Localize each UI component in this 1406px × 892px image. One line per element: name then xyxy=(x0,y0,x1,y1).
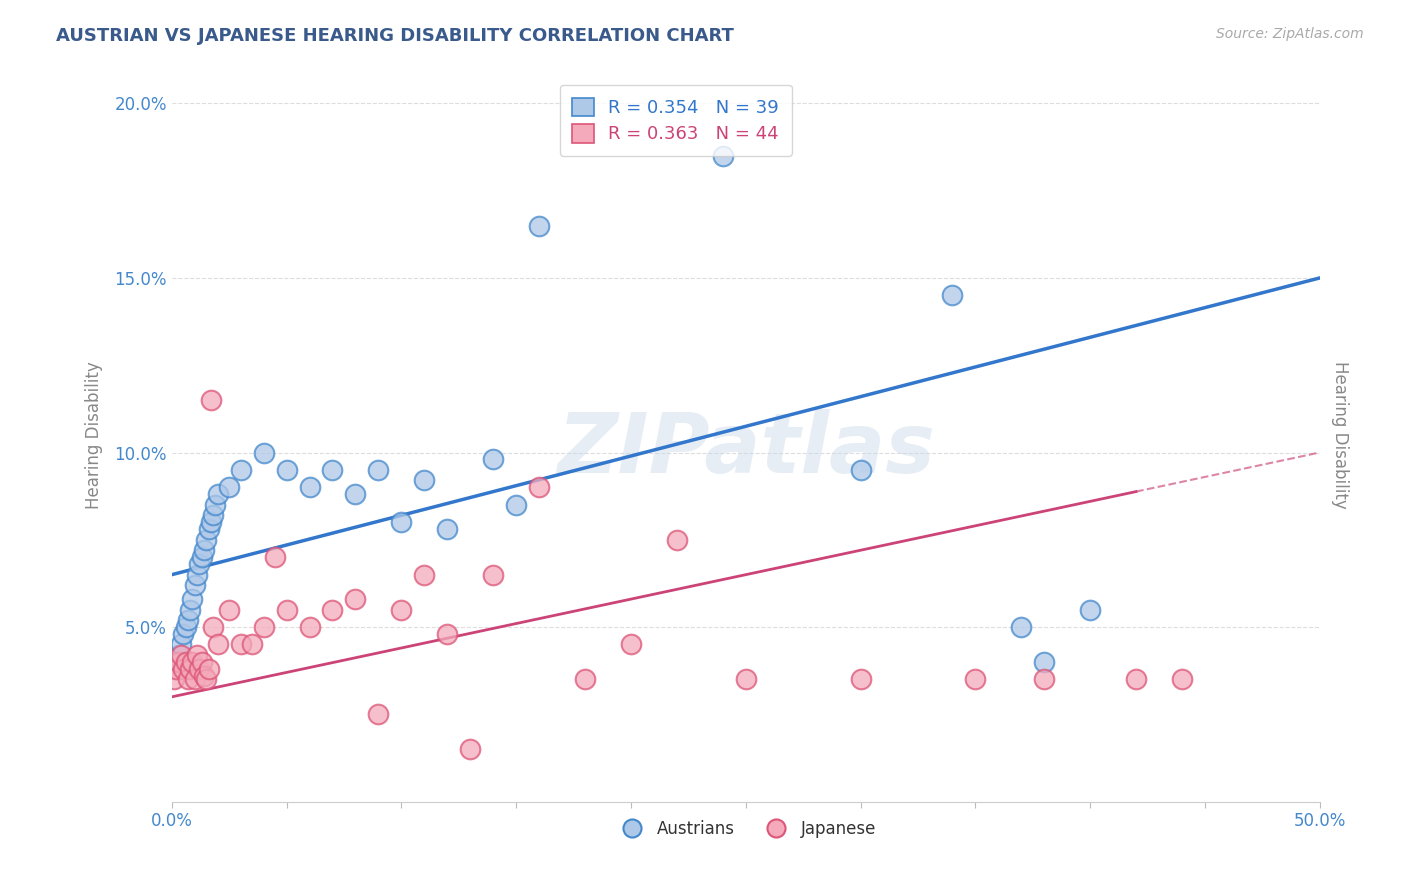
Point xyxy=(1171,673,1194,687)
Point xyxy=(252,445,274,459)
Point xyxy=(183,578,205,592)
Point xyxy=(344,487,367,501)
Point xyxy=(165,655,187,669)
Point xyxy=(207,487,229,501)
Point xyxy=(179,602,201,616)
Y-axis label: Hearing Disability: Hearing Disability xyxy=(86,361,103,509)
Text: Source: ZipAtlas.com: Source: ZipAtlas.com xyxy=(1216,27,1364,41)
Point xyxy=(367,463,389,477)
Text: ZIPatlas: ZIPatlas xyxy=(557,409,935,491)
Point xyxy=(170,638,193,652)
Point xyxy=(941,288,963,302)
Point xyxy=(458,742,481,756)
Point xyxy=(195,533,218,547)
Point xyxy=(298,480,321,494)
Point xyxy=(218,602,240,616)
Point xyxy=(181,655,204,669)
Point xyxy=(167,655,190,669)
Point xyxy=(188,662,211,676)
Point xyxy=(620,638,643,652)
Point xyxy=(413,474,436,488)
Point xyxy=(849,463,872,477)
Point xyxy=(167,648,190,662)
Text: AUSTRIAN VS JAPANESE HEARING DISABILITY CORRELATION CHART: AUSTRIAN VS JAPANESE HEARING DISABILITY … xyxy=(56,27,734,45)
Point xyxy=(229,638,252,652)
Point xyxy=(264,550,287,565)
Point xyxy=(163,673,186,687)
Point xyxy=(276,463,298,477)
Point xyxy=(186,648,208,662)
Point xyxy=(183,673,205,687)
Point xyxy=(276,602,298,616)
Point xyxy=(181,592,204,607)
Point xyxy=(1078,602,1101,616)
Point xyxy=(527,480,550,494)
Point xyxy=(482,452,505,467)
Point xyxy=(202,508,225,523)
Point xyxy=(436,522,458,536)
Point xyxy=(574,673,596,687)
Point xyxy=(711,149,734,163)
Point xyxy=(204,498,226,512)
Point xyxy=(389,516,412,530)
Point xyxy=(389,602,412,616)
Point xyxy=(200,516,222,530)
Point xyxy=(186,567,208,582)
Point xyxy=(1125,673,1147,687)
Point xyxy=(965,673,987,687)
Point xyxy=(1010,620,1032,634)
Point xyxy=(252,620,274,634)
Point xyxy=(1033,655,1056,669)
Point xyxy=(505,498,527,512)
Point xyxy=(482,567,505,582)
Point xyxy=(734,673,756,687)
Point xyxy=(172,662,194,676)
Point xyxy=(218,480,240,494)
Point xyxy=(665,533,688,547)
Point xyxy=(202,620,225,634)
Point xyxy=(193,669,215,683)
Point xyxy=(298,620,321,634)
Point xyxy=(207,638,229,652)
Point xyxy=(174,655,197,669)
Y-axis label: Hearing Disability: Hearing Disability xyxy=(1331,361,1348,509)
Point xyxy=(527,219,550,233)
Point xyxy=(321,602,343,616)
Point xyxy=(174,620,197,634)
Point xyxy=(177,673,200,687)
Point xyxy=(413,567,436,582)
Point xyxy=(177,613,200,627)
Point xyxy=(188,558,211,572)
Point xyxy=(165,662,187,676)
Point xyxy=(193,543,215,558)
Point xyxy=(172,627,194,641)
Point xyxy=(170,648,193,662)
Point xyxy=(190,655,212,669)
Point xyxy=(179,662,201,676)
Point xyxy=(240,638,263,652)
Point xyxy=(367,707,389,722)
Point xyxy=(229,463,252,477)
Legend: Austrians, Japanese: Austrians, Japanese xyxy=(609,814,883,845)
Point xyxy=(321,463,343,477)
Point xyxy=(197,522,219,536)
Point xyxy=(195,673,218,687)
Point xyxy=(197,662,219,676)
Point xyxy=(436,627,458,641)
Point xyxy=(849,673,872,687)
Point xyxy=(1033,673,1056,687)
Point xyxy=(200,393,222,408)
Point xyxy=(190,550,212,565)
Point xyxy=(344,592,367,607)
